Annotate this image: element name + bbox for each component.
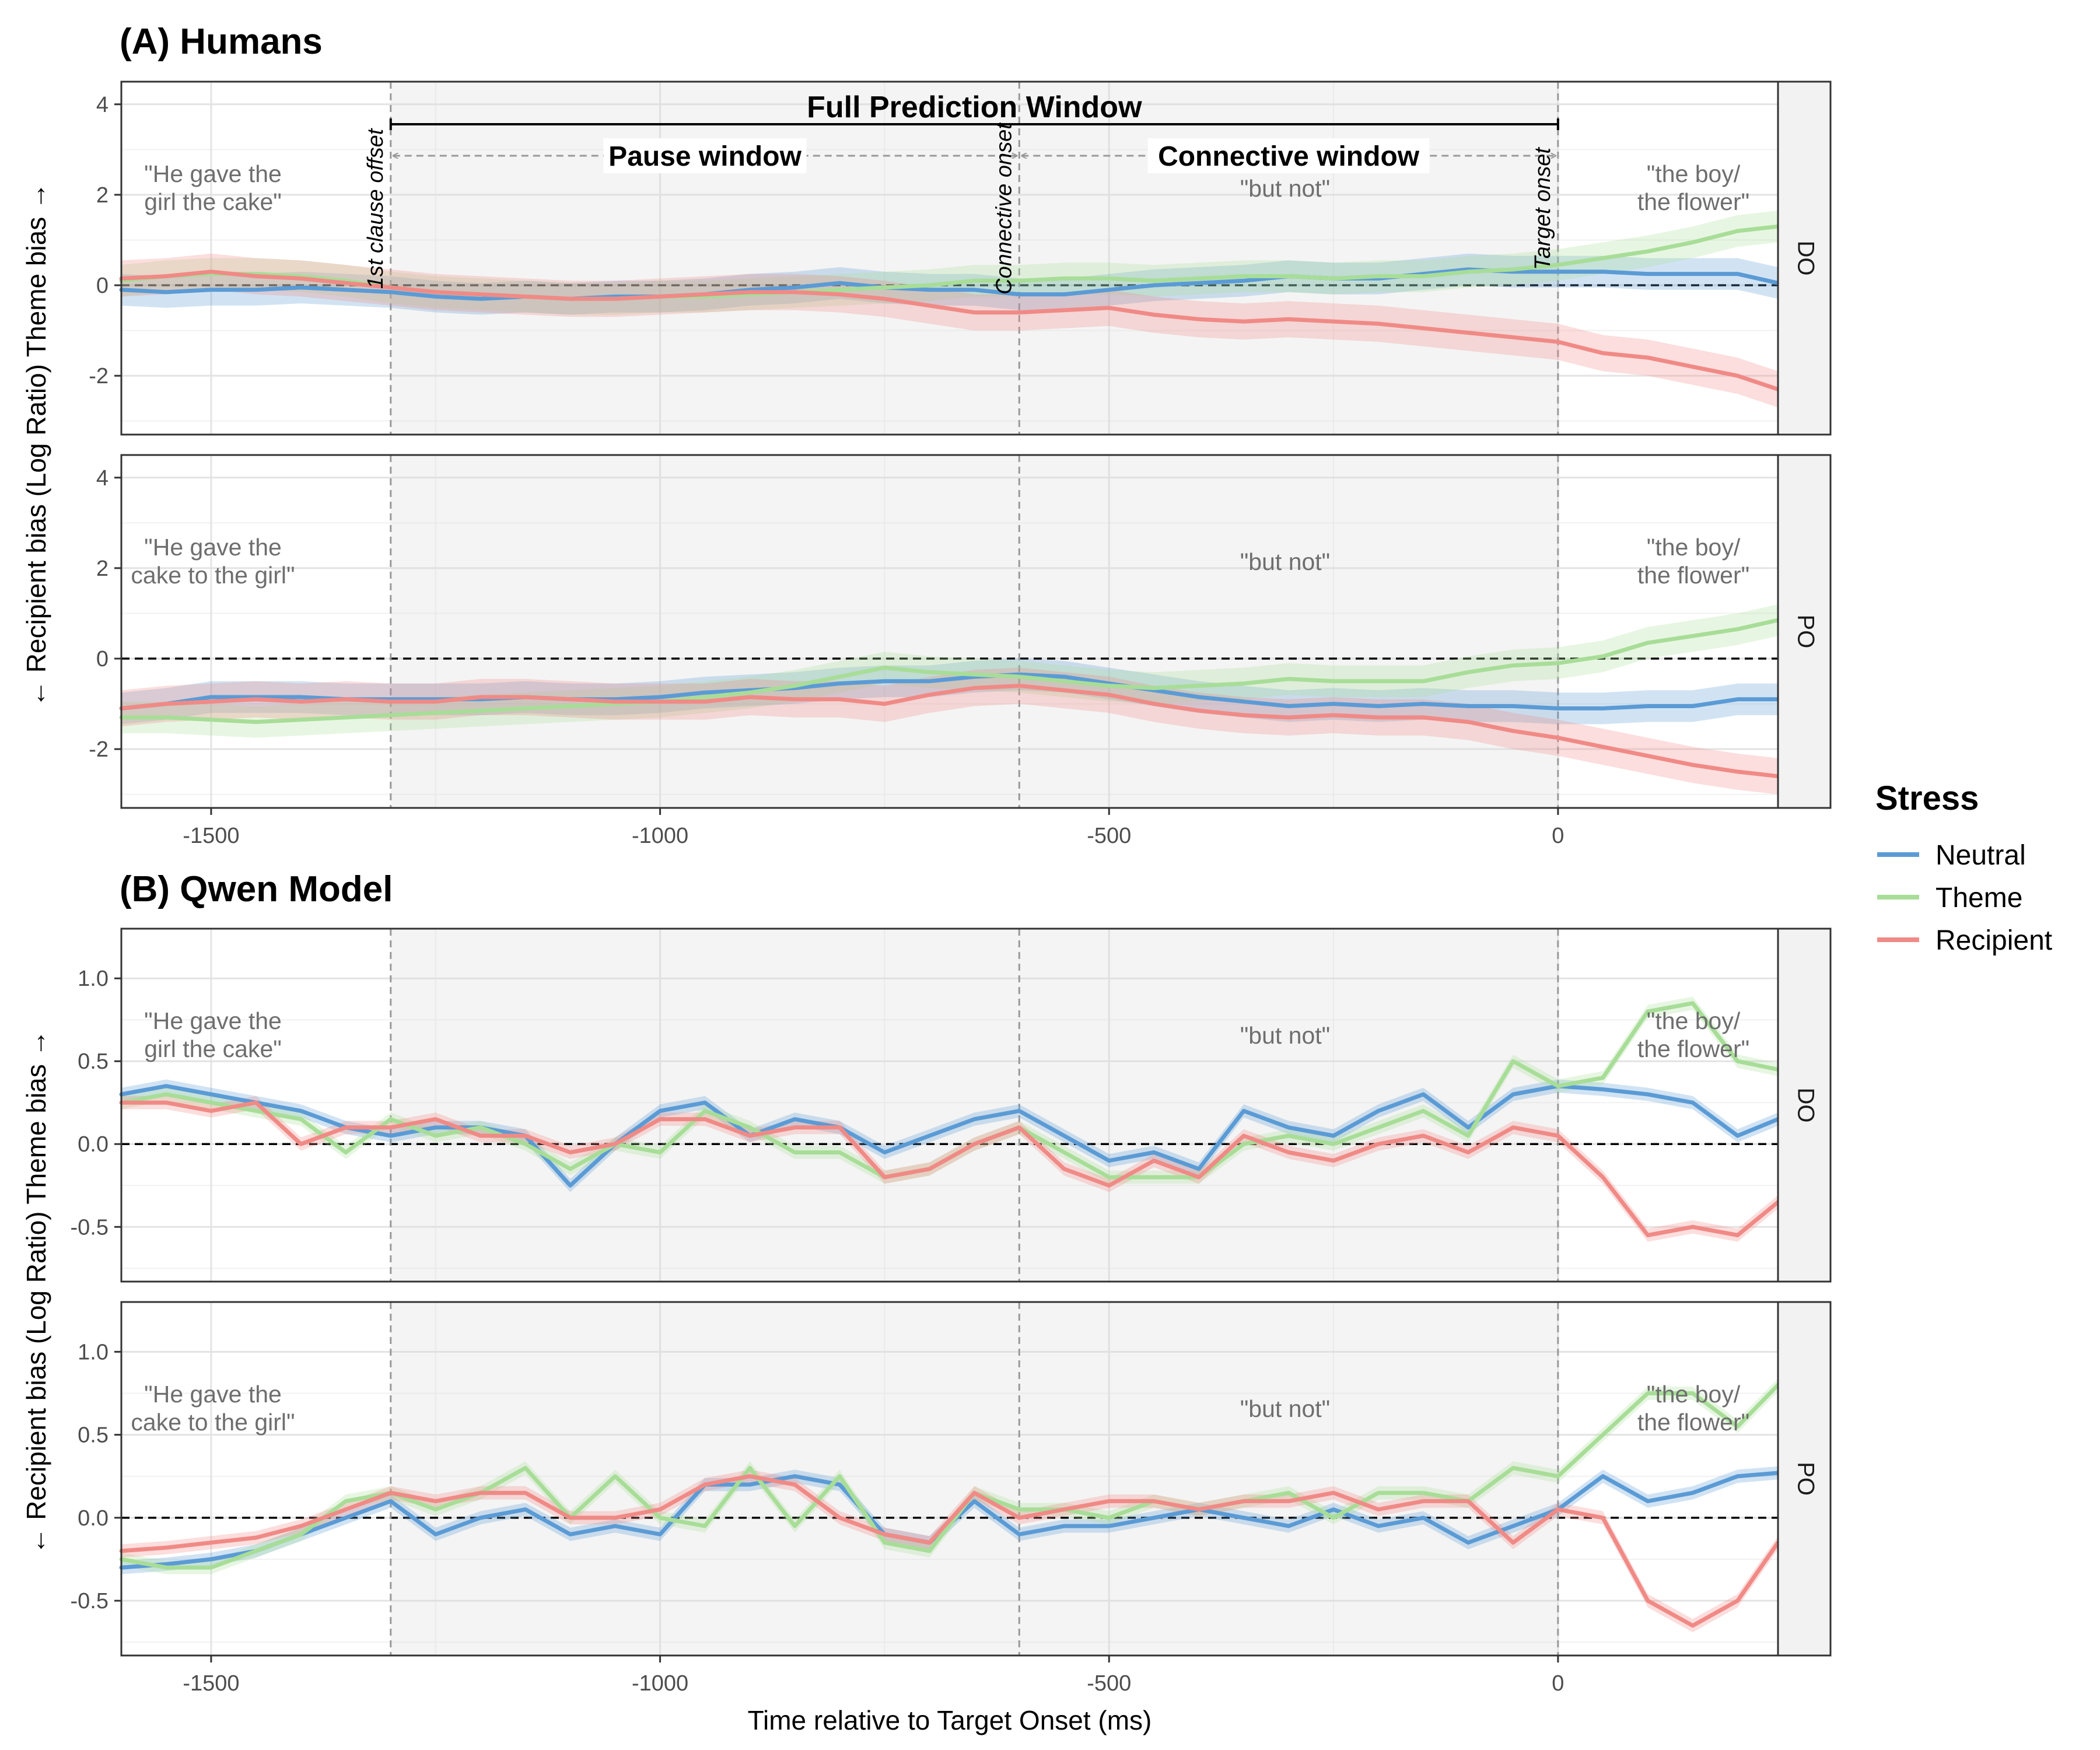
y-axis-title-B: ← Recipient bias (Log Ratio) Theme bias … bbox=[21, 1030, 51, 1554]
legend-label-neutral: Neutral bbox=[1936, 840, 2026, 871]
x-tick-label: -500 bbox=[1087, 824, 1131, 848]
phrase-connective: "but not" bbox=[1240, 175, 1331, 202]
phrase-first-clause-line2: girl the cake" bbox=[144, 188, 282, 215]
y-tick-label: 0 bbox=[96, 647, 108, 671]
full-window-label: Full Prediction Window bbox=[807, 90, 1142, 124]
legend-label-theme: Theme bbox=[1936, 883, 2022, 914]
y-tick-label: -2 bbox=[89, 364, 108, 388]
facet-strip bbox=[1777, 80, 1832, 436]
facet-strip bbox=[1777, 454, 1832, 809]
x-tick-label: -1500 bbox=[183, 824, 239, 848]
reference-label-1st-clause-offset: 1st clause offset bbox=[363, 128, 388, 289]
y-tick-label: 1.0 bbox=[78, 967, 108, 991]
connective-window-label-background bbox=[1147, 138, 1430, 173]
legend-label-recipient: Recipient bbox=[1936, 925, 2052, 956]
ci-band-theme bbox=[121, 211, 1778, 315]
prediction-window-shading bbox=[390, 1302, 1558, 1656]
facet-label-do: DO bbox=[1793, 241, 1818, 276]
facet-label-po: PO bbox=[1793, 615, 1818, 649]
y-axis-title-A: ← Recipient bias (Log Ratio) Theme bias … bbox=[21, 183, 51, 707]
y-tick-label: -0.5 bbox=[71, 1215, 108, 1240]
connective-window-label: Connective window bbox=[1158, 141, 1420, 172]
ci-band-theme bbox=[121, 996, 1778, 1184]
series-line-recipient bbox=[119, 1474, 1780, 1628]
y-tick-label: 0.5 bbox=[78, 1423, 108, 1448]
prediction-window-shading bbox=[390, 82, 1558, 435]
phrase-target-line1: "the boy/ bbox=[1647, 1007, 1741, 1034]
pause-window-label: Pause window bbox=[608, 141, 802, 172]
phrase-first-clause-line1: "He gave the bbox=[144, 534, 282, 561]
panel-title-A: (A) Humans bbox=[120, 22, 323, 62]
phrase-first-clause-line2: cake to the girl" bbox=[131, 562, 295, 589]
x-tick-label: -500 bbox=[1087, 1671, 1131, 1696]
y-tick-label: 1.0 bbox=[78, 1340, 108, 1364]
facet-label-po: PO bbox=[1793, 1462, 1818, 1496]
phrase-connective: "but not" bbox=[1240, 1022, 1331, 1049]
series-line-recipient bbox=[119, 684, 1780, 779]
phrase-first-clause-line2: girl the cake" bbox=[144, 1035, 282, 1062]
ci-band-recipient bbox=[121, 253, 1778, 408]
panel-title-B: (B) Qwen Model bbox=[120, 869, 393, 909]
x-tick-label: 0 bbox=[1552, 824, 1564, 848]
x-tick-label: -1500 bbox=[183, 1671, 239, 1696]
y-tick-label: -2 bbox=[89, 737, 108, 762]
legend: Stress Neutral Theme Recipient bbox=[1875, 779, 2052, 956]
y-tick-label: 0.0 bbox=[78, 1132, 108, 1157]
phrase-target-line1: "the boy/ bbox=[1647, 160, 1741, 187]
y-tick-label: 2 bbox=[96, 183, 108, 208]
phrase-connective: "but not" bbox=[1240, 1395, 1331, 1422]
pause-window-label-background bbox=[603, 138, 807, 173]
series-line-recipient bbox=[119, 1100, 1780, 1237]
series-line-neutral bbox=[119, 1084, 1780, 1188]
reference-label-connective-onset: Connective onset bbox=[992, 123, 1016, 295]
phrase-first-clause-line2: cake to the girl" bbox=[131, 1409, 295, 1436]
facet-strip bbox=[1777, 928, 1832, 1283]
legend-title: Stress bbox=[1875, 779, 1979, 817]
phrase-first-clause-line1: "He gave the bbox=[144, 160, 282, 187]
y-tick-label: 0.0 bbox=[78, 1506, 108, 1531]
series-line-neutral bbox=[119, 672, 1780, 710]
prediction-window-shading bbox=[390, 455, 1558, 808]
phrase-target-line2: the flower" bbox=[1637, 188, 1749, 215]
y-tick-label: 4 bbox=[96, 466, 108, 491]
y-tick-label: 0 bbox=[96, 274, 108, 298]
series-line-theme bbox=[119, 618, 1780, 724]
phrase-target-line2: the flower" bbox=[1637, 1409, 1749, 1436]
phrase-target-line2: the flower" bbox=[1637, 562, 1749, 589]
x-tick-label: -1000 bbox=[632, 824, 688, 848]
x-tick-label: 0 bbox=[1552, 1671, 1564, 1696]
x-tick-label: -1000 bbox=[632, 1671, 688, 1696]
facet-strip bbox=[1777, 1301, 1832, 1657]
y-tick-label: 4 bbox=[96, 93, 108, 117]
phrase-target-line2: the flower" bbox=[1637, 1035, 1749, 1062]
ci-band-recipient bbox=[121, 1469, 1778, 1633]
prediction-window-shading bbox=[390, 929, 1558, 1282]
phrase-first-clause-line1: "He gave the bbox=[144, 1007, 282, 1034]
phrase-target-line1: "the boy/ bbox=[1647, 1381, 1741, 1408]
facet-label-do: DO bbox=[1793, 1088, 1818, 1123]
phrase-connective: "but not" bbox=[1240, 548, 1331, 575]
ci-band-theme bbox=[121, 604, 1778, 738]
phrase-target-line1: "the boy/ bbox=[1647, 534, 1741, 561]
series-line-recipient bbox=[119, 270, 1780, 391]
reference-label-target-onset: Target onset bbox=[1531, 147, 1555, 270]
y-tick-label: -0.5 bbox=[71, 1589, 108, 1614]
phrase-first-clause-line1: "He gave the bbox=[144, 1381, 282, 1408]
y-tick-label: 0.5 bbox=[78, 1049, 108, 1074]
x-axis-title: Time relative to Target Onset (ms) bbox=[748, 1705, 1152, 1735]
y-tick-label: 2 bbox=[96, 556, 108, 581]
